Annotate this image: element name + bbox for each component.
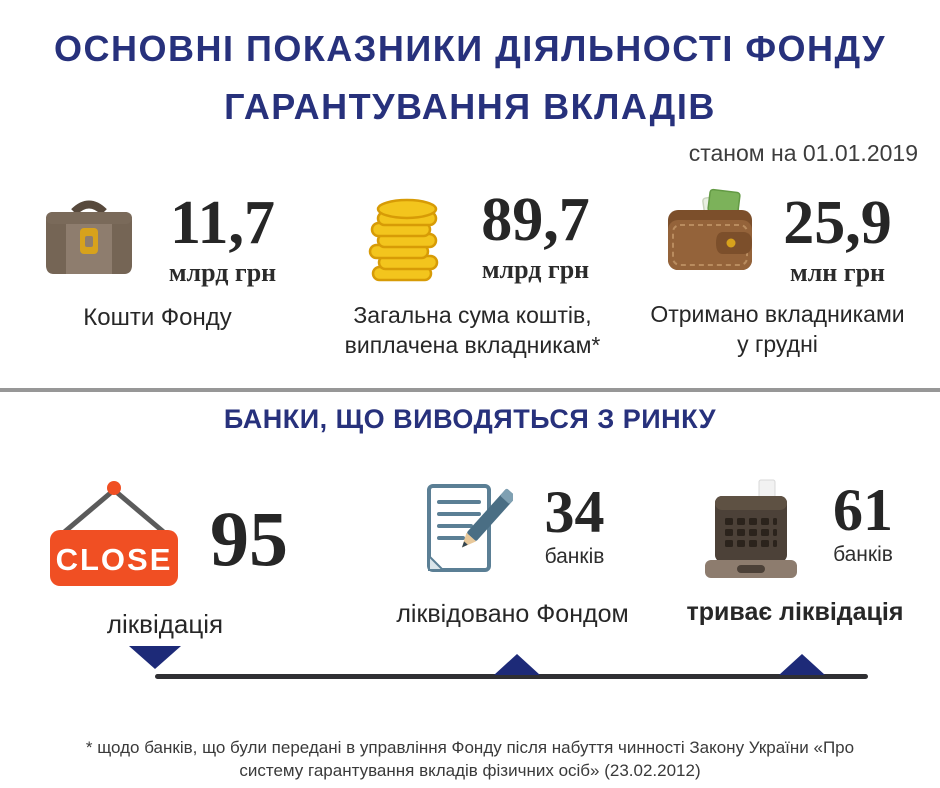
stat-label-line1: Загальна сума коштів,: [353, 302, 592, 328]
stat-label: Загальна сума коштів, виплачена вкладник…: [305, 300, 640, 360]
stat-liquidation: CLOSE 95 ліквідація: [20, 478, 310, 639]
stat-label-line2: виплачена вкладникам*: [344, 332, 601, 358]
stat-unit: млрд грн: [481, 255, 590, 284]
coins-icon: [355, 185, 451, 290]
stat-fund-assets: 11,7 млрд грн Кошти Фонду: [15, 188, 300, 333]
stat-label: триває ліквідація: [686, 598, 904, 626]
stat-label: ліквідовано Фондом: [396, 600, 629, 628]
stat-unit: млрд грн: [168, 258, 277, 287]
stat-value: 61: [833, 477, 893, 543]
stat-liquidated-by-fund: 34 банків ліквідовано Фондом: [355, 480, 670, 629]
stat-label-line2: у грудні: [737, 331, 818, 357]
page-title-line2: ГАРАНТУВАННЯ ВКЛАДІВ: [224, 86, 716, 127]
page-title: ОСНОВНІ ПОКАЗНИКИ ДІЯЛЬНОСТІ ФОНДУ ГАРАН…: [0, 20, 940, 136]
section-title: БАНКИ, ЩО ВИВОДЯТЬСЯ З РИНКУ: [223, 404, 717, 434]
timeline-line: [155, 674, 868, 679]
stat-value: 11,7: [169, 189, 276, 257]
stat-received-december: 25,9 млн грн Отримано вкладниками у груд…: [625, 188, 930, 359]
stat-total-paid: 89,7 млрд грн Загальна сума коштів, випл…: [305, 185, 640, 360]
cash-register-icon: [697, 478, 805, 587]
stat-value: 34: [544, 479, 605, 545]
wallet-icon: [663, 188, 757, 289]
document-pencil-icon: [421, 480, 515, 589]
stat-liquidation-ongoing: 61 банків триває ліквідація: [650, 478, 940, 627]
as-of-date: станом на 01.01.2019: [688, 140, 918, 166]
stat-sub: банків: [833, 543, 893, 566]
section-divider: [0, 388, 940, 392]
stat-label: Кошти Фонду: [15, 303, 300, 333]
footnote: * щодо банків, що були передані в управл…: [85, 738, 855, 780]
timeline-marker-up-middle: [494, 654, 540, 675]
timeline-marker-up-right: [779, 654, 825, 675]
stat-label-line1: Кошти Фонду: [83, 304, 232, 331]
stat-value: 25,9: [783, 189, 892, 257]
timeline-marker-down: [129, 646, 181, 669]
stat-label: ліквідація: [106, 609, 224, 639]
close-sign-text: CLOSE: [56, 542, 173, 577]
stat-label-line1: Отримано вкладниками: [650, 301, 905, 327]
page-title-line1: ОСНОВНІ ПОКАЗНИКИ ДІЯЛЬНОСТІ ФОНДУ: [53, 28, 887, 69]
stat-value: 95: [210, 494, 288, 582]
stat-label: Отримано вкладниками у грудні: [625, 299, 930, 359]
stat-sub: банків: [544, 545, 605, 568]
briefcase-icon: [39, 188, 139, 293]
close-sign-icon: CLOSE: [42, 478, 186, 599]
stat-unit: млн грн: [789, 258, 886, 287]
stat-value: 89,7: [481, 186, 590, 254]
